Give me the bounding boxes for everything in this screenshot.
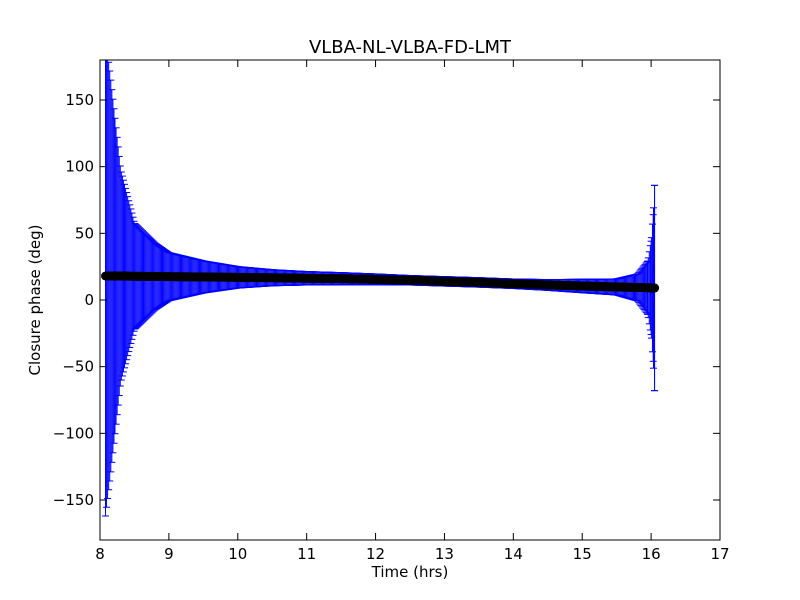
tick-layer: 8 9 10 11 12 13 14 15 16 17 −150 −100 −50 0 50 100 150 [53, 60, 730, 563]
x-tick-label: 9 [164, 545, 174, 563]
y-tick-label: 0 [84, 291, 94, 309]
chart-title: VLBA-NL-VLBA-FD-LMT [309, 37, 512, 58]
x-tick-label: 8 [95, 545, 105, 563]
y-tick-label: −100 [53, 424, 94, 442]
x-tick-label: 14 [504, 545, 523, 563]
y-tick-label: 100 [65, 158, 94, 176]
y-tick-label: −50 [62, 358, 94, 376]
x-tick-label: 16 [642, 545, 661, 563]
x-tick-label: 17 [710, 545, 729, 563]
plot-frame [99, 59, 721, 541]
y-tick-label: 50 [75, 224, 94, 242]
data-point [650, 283, 660, 293]
x-tick-label: 13 [435, 545, 454, 563]
y-tick-label: −150 [53, 491, 94, 509]
x-tick-label: 12 [366, 545, 385, 563]
x-tick-label: 15 [573, 545, 592, 563]
y-tick-label: 150 [65, 91, 94, 109]
x-axis-label: Time (hrs) [371, 563, 449, 581]
y-axis-label: Closure phase (deg) [26, 225, 44, 376]
x-tick-label: 10 [228, 545, 247, 563]
marker-layer [101, 271, 660, 293]
x-tick-label: 11 [297, 545, 316, 563]
